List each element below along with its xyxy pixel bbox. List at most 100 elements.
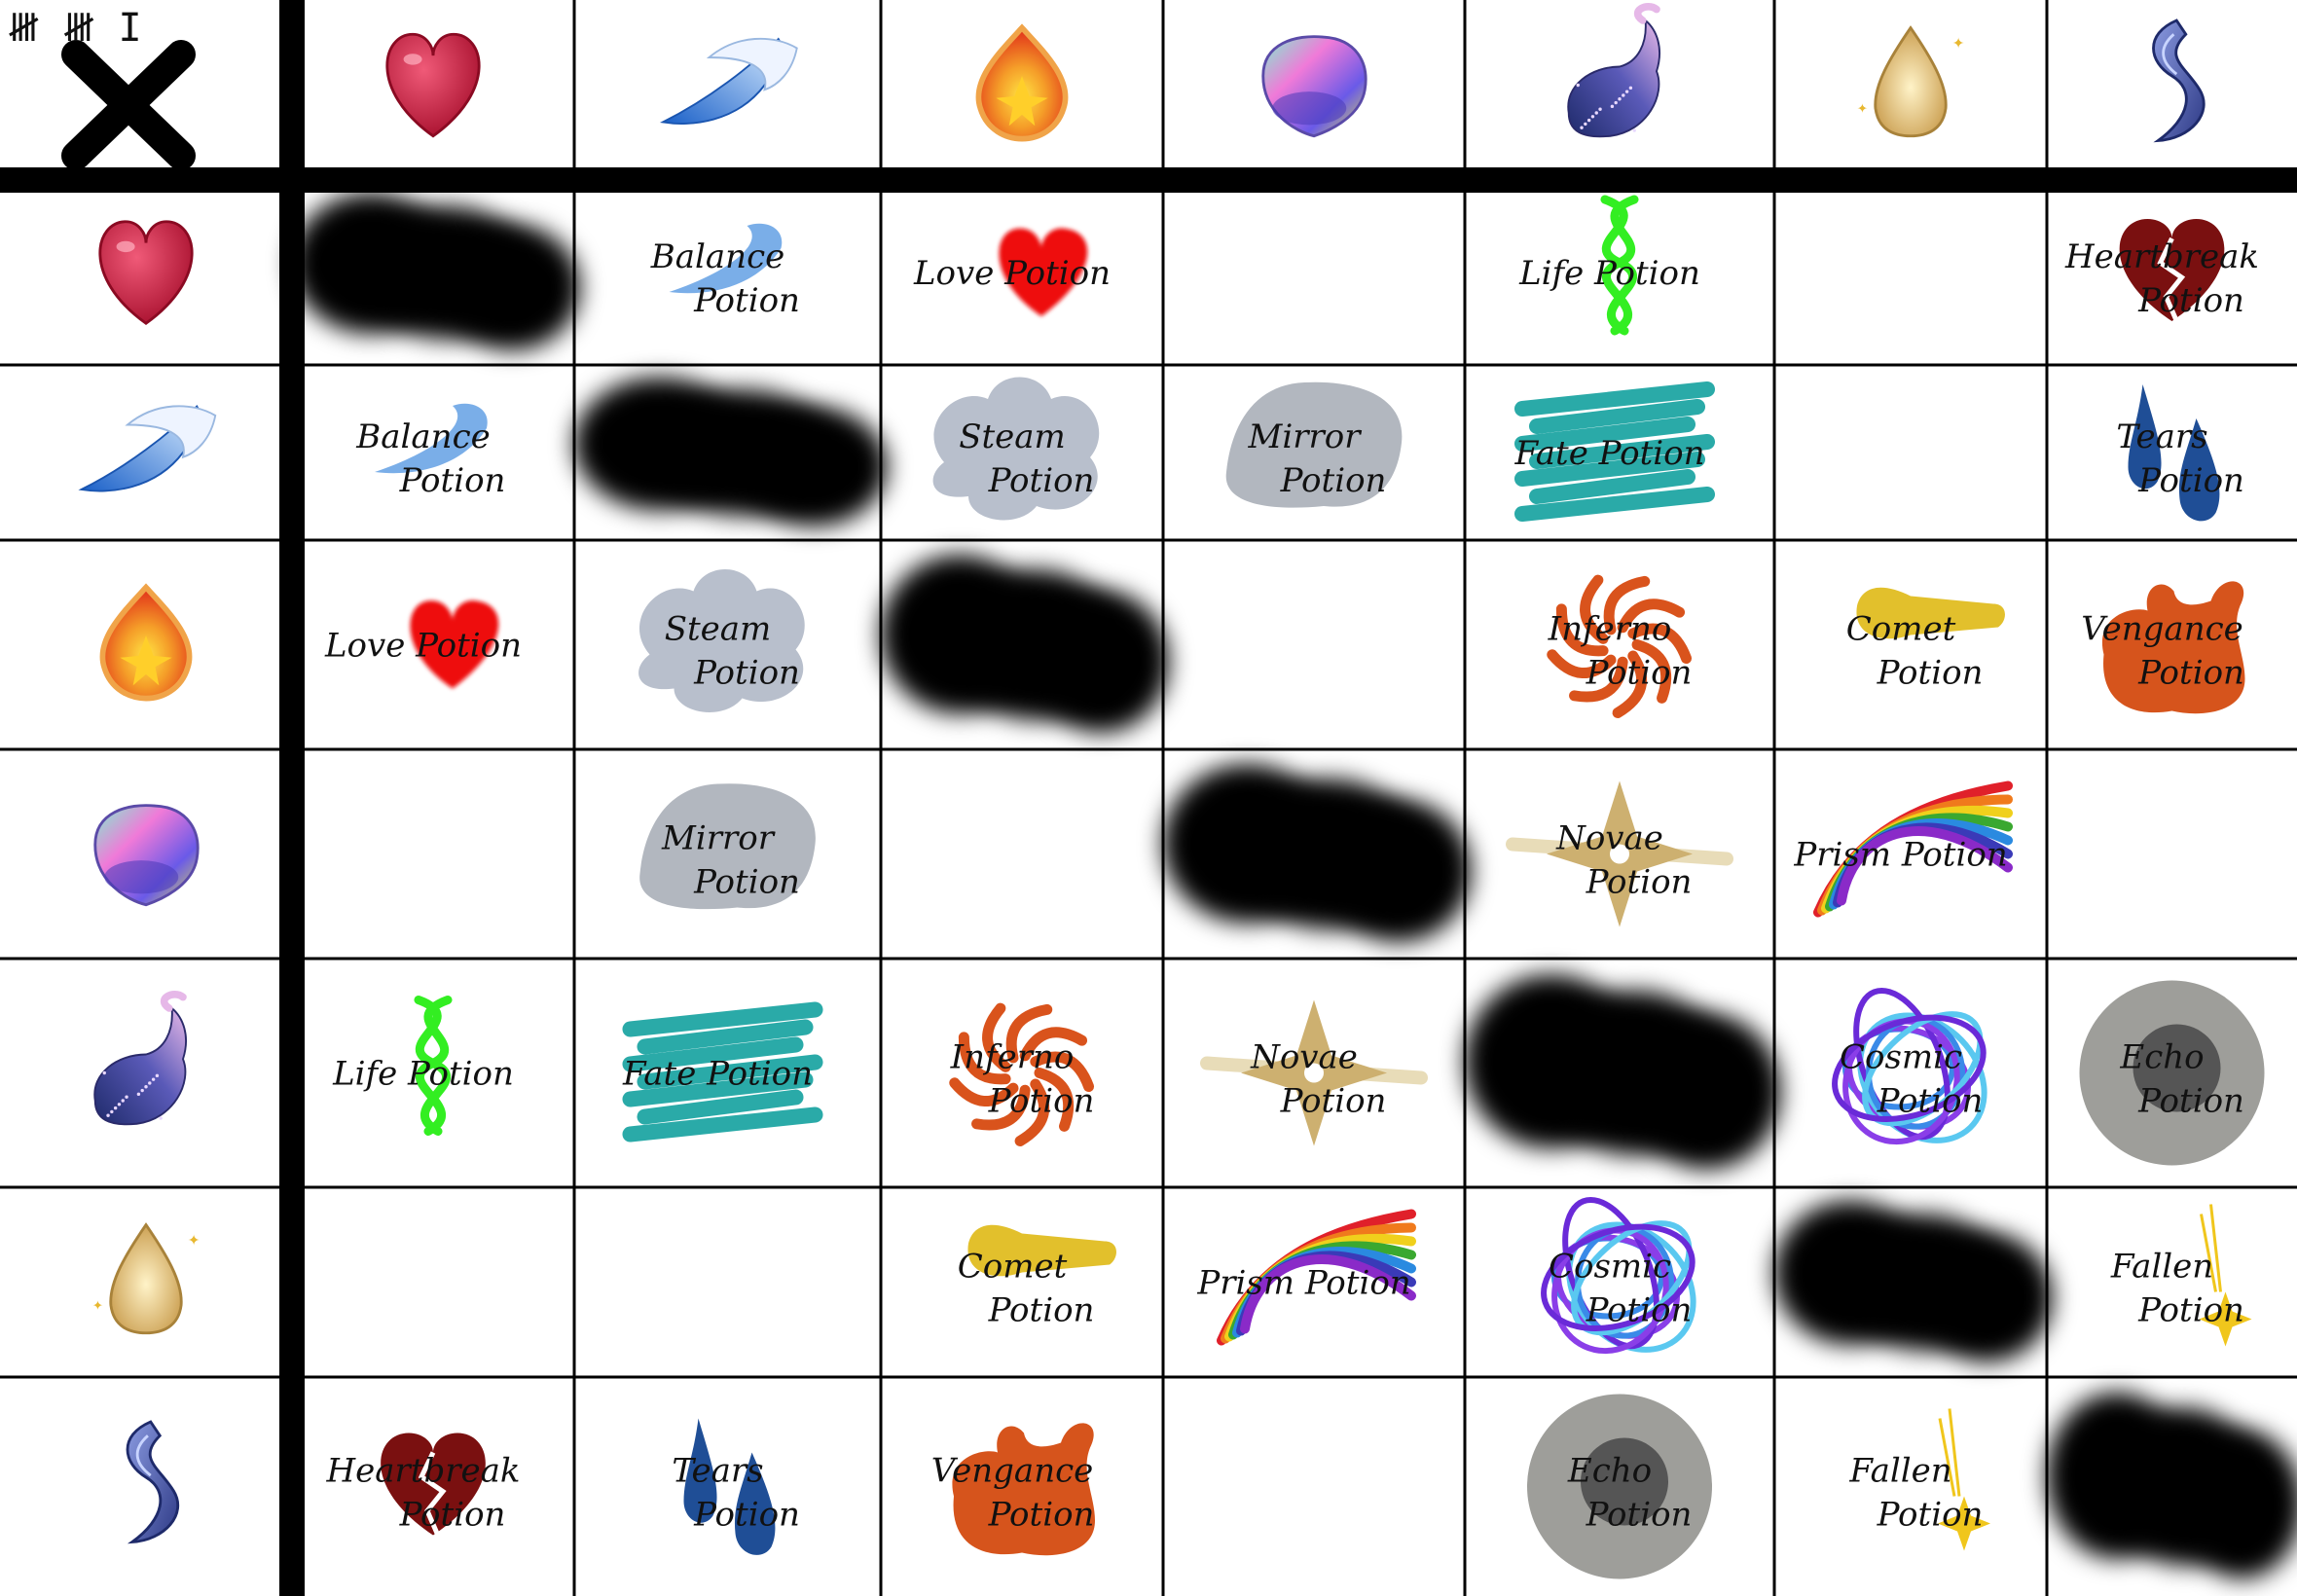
tally-marks: 𝍸 𝍸 I [8,6,142,51]
potion-name-line2: Potion [1586,1291,1693,1330]
potion-name-line2: Potion [1877,1496,1984,1535]
potion-name-line1: Steam [665,610,772,649]
wave-icon [669,223,783,294]
potion-name-line1: Fate Potion [622,1055,813,1094]
blacked-out-cell [292,193,580,350]
galaxy-tail-icon [93,991,187,1126]
rainbow-orb-icon [1261,35,1367,138]
potion-name-line2: Potion [1280,1082,1387,1121]
potion-name-line1: Novae [1555,819,1663,858]
green-helix-icon [1600,195,1639,336]
galaxy-tail-icon [1567,3,1660,138]
potion-name-line2: Potion [1877,1082,1984,1121]
potion-name-line2: Potion [988,1291,1095,1330]
potion-name-line1: Balance [650,237,784,276]
potion-prism-cell [1813,780,2013,918]
potion-name-line1: Prism Potion [1793,836,2007,875]
potion-name-line1: Fallen [2110,1248,2213,1287]
potion-life-cell [1600,195,1639,336]
potion-name-line2: Potion [2137,281,2244,320]
potion-inferno-cell [1547,574,1693,718]
potion-vengance-cell [952,1423,1095,1556]
potion-name-line2: Potion [2137,1082,2244,1121]
blue-wisp-icon [126,1420,180,1544]
svg-text:✦: ✦ [1857,102,1868,117]
potion-name-line2: Potion [693,281,800,320]
potion-name-line1: Mirror [1248,417,1363,456]
potion-name-line2: Potion [1586,863,1693,902]
blacked-out-cell [1774,1200,2053,1362]
potion-name-line1: Inferno [1548,610,1672,649]
falling-star-icon [1938,1408,1990,1551]
potion-name-line2: Potion [399,1496,506,1535]
potion-name-line1: Cosmic [1549,1248,1671,1287]
red-heart-icon [410,600,499,689]
potion-tears-cell [2128,384,2220,522]
flame-icon [975,23,1069,142]
teardrops-icon [2128,384,2220,522]
falling-star-icon [2199,1204,2252,1347]
potion-name-line1: Tears [2116,417,2207,456]
potion-name-line1: Prism Potion [1196,1264,1410,1303]
potion-prism-cell [1217,1209,1416,1346]
rainbow-orb-icon [93,804,200,907]
potion-mirror-cell [639,783,816,910]
potion-name-line2: Potion [399,461,506,500]
potion-name-line1: Echo [1567,1452,1652,1491]
water-wave-icon [78,405,217,492]
broken-heart-icon [381,1433,486,1536]
potion-name-line2: Potion [693,863,800,902]
potion-name-line2: Potion [988,461,1095,500]
potion-fate-cell [622,1001,823,1143]
svg-text:✦: ✦ [92,1299,103,1314]
golden-drop-icon: ✦✦ [92,1222,201,1335]
teardrops-icon [683,1418,776,1555]
potion-balance-cell [375,403,488,474]
rainbow-arc-icon [1217,1209,1416,1346]
potion-name-line2: Potion [2137,654,2244,693]
mirror-blob-icon [1225,381,1403,508]
blacked-out-cell [1465,974,1781,1170]
potion-name-line2: Potion [988,1496,1095,1535]
heart-icon [385,32,481,138]
cosmic-scribble-icon [1832,987,1987,1145]
potion-cosmic-cell [1541,1196,1696,1355]
potion-name-line2: Potion [1586,654,1693,693]
water-wave-icon [659,37,798,125]
svg-text:✦: ✦ [1952,35,1965,53]
potion-tears-cell [683,1418,776,1555]
fire-swirl-icon [1547,574,1693,718]
potion-name-line1: Mirror [661,819,776,858]
echo-rings-icon [2079,980,2265,1166]
broken-heart-icon [2119,219,2225,321]
blue-wisp-icon [2152,18,2206,143]
potion-life-cell [414,996,453,1136]
potion-steam-cell [638,569,805,712]
potion-steam-cell [932,377,1100,521]
star-flash-icon [1200,999,1428,1146]
potion-novae-cell [1200,999,1428,1146]
potion-name-line1: Balance [355,417,490,456]
fire-swirl-icon [949,1002,1095,1146]
blacked-out-cell [574,377,888,526]
potion-name-line1: Echo [2119,1038,2204,1077]
potion-name-line1: Love Potion [324,627,522,666]
potion-name-line1: Novae [1250,1038,1358,1077]
comet-streak-icon [967,1224,1116,1277]
potion-name-line1: Fallen [1848,1452,1951,1491]
steam-cloud-icon [932,377,1100,521]
potion-comet-cell [1856,587,2005,639]
splat-blob-icon [952,1423,1095,1556]
potion-love-cell [410,600,499,689]
potion-name-line1: Comet [1846,610,1956,649]
teal-scribble-icon [622,1001,823,1143]
potion-love-cell [999,228,1088,316]
potion-name-line2: Potion [2137,461,2244,500]
splat-blob-icon [2101,581,2245,714]
cosmic-scribble-icon [1541,1196,1696,1355]
potion-name-line1: Comet [958,1248,1068,1287]
potion-name-line2: Potion [2137,1291,2244,1330]
potion-name-line2: Potion [693,1496,800,1535]
potion-comet-cell [967,1224,1116,1277]
